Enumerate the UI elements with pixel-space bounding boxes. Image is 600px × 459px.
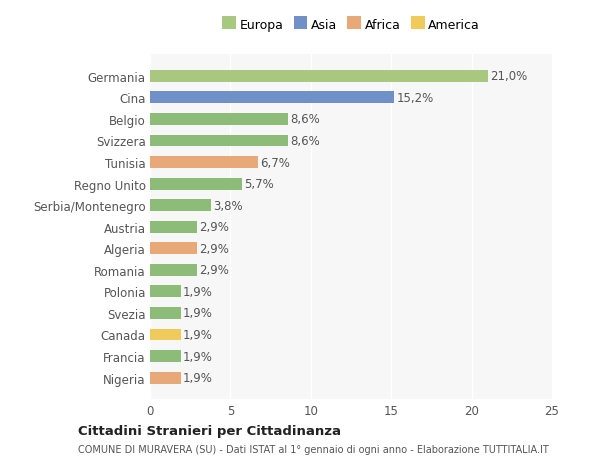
Text: 8,6%: 8,6% [291, 134, 320, 148]
Bar [150, 157, 258, 168]
Text: 1,9%: 1,9% [183, 328, 213, 341]
Bar [150, 308, 181, 319]
Bar [150, 92, 394, 104]
Text: 15,2%: 15,2% [397, 92, 434, 105]
Text: 5,7%: 5,7% [244, 178, 274, 190]
Bar [150, 372, 181, 384]
Text: 1,9%: 1,9% [183, 371, 213, 384]
Text: Cittadini Stranieri per Cittadinanza: Cittadini Stranieri per Cittadinanza [78, 424, 341, 437]
Text: 3,8%: 3,8% [214, 199, 243, 212]
Bar [150, 114, 288, 126]
Text: 6,7%: 6,7% [260, 156, 290, 169]
Bar [150, 243, 197, 255]
Text: 2,9%: 2,9% [199, 242, 229, 255]
Legend: Europa, Asia, Africa, America: Europa, Asia, Africa, America [220, 17, 482, 34]
Text: COMUNE DI MURAVERA (SU) - Dati ISTAT al 1° gennaio di ogni anno - Elaborazione T: COMUNE DI MURAVERA (SU) - Dati ISTAT al … [78, 444, 549, 454]
Text: 2,9%: 2,9% [199, 221, 229, 234]
Bar [150, 71, 488, 83]
Text: 1,9%: 1,9% [183, 285, 213, 298]
Bar [150, 178, 242, 190]
Text: 1,9%: 1,9% [183, 307, 213, 320]
Text: 8,6%: 8,6% [291, 113, 320, 126]
Bar [150, 286, 181, 297]
Bar [150, 221, 197, 233]
Text: 2,9%: 2,9% [199, 264, 229, 277]
Bar [150, 264, 197, 276]
Text: 21,0%: 21,0% [490, 70, 527, 83]
Bar [150, 200, 211, 212]
Bar [150, 350, 181, 362]
Bar [150, 135, 288, 147]
Text: 1,9%: 1,9% [183, 350, 213, 363]
Bar [150, 329, 181, 341]
